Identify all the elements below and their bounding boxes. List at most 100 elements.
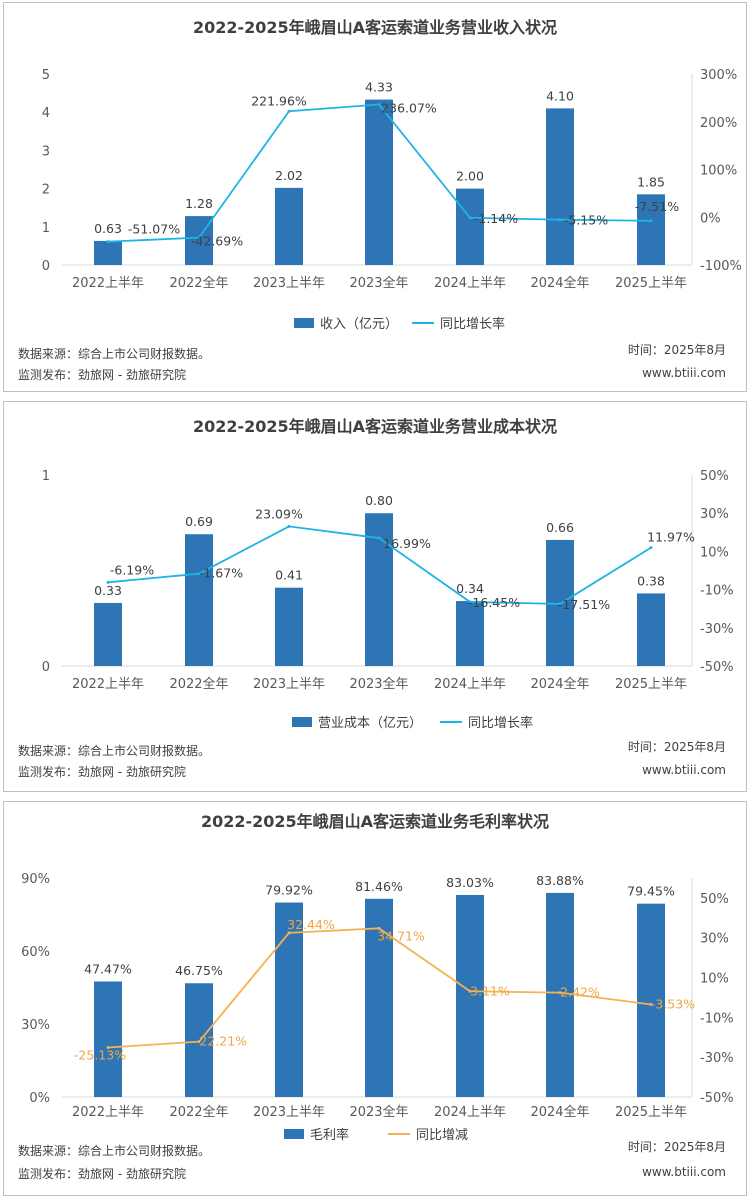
left-axis-tick-label: 3 <box>42 144 50 159</box>
x-axis-category-label: 2022上半年 <box>72 276 144 291</box>
chart-title: 2022-2025年峨眉山A客运索道业务营业成本状况 <box>193 417 557 436</box>
bar <box>365 99 393 266</box>
right-axis-tick-label: 30% <box>700 932 729 947</box>
right-axis-tick-label: 30% <box>700 507 729 522</box>
bar-data-label: 0.66 <box>546 520 574 535</box>
left-axis-tick-label: 1 <box>42 469 50 484</box>
line-point <box>197 572 201 576</box>
bar-data-label: 0.38 <box>637 573 665 588</box>
right-axis-tick-label: 10% <box>700 972 729 987</box>
margin-chart-panel: 2022-2025年峨眉山A客运索道业务毛利率状况 0% 30% 60% 90% -50%… <box>3 801 747 1196</box>
x-axis-category-label: 2022全年 <box>169 1104 228 1120</box>
x-axis-category-label: 2025上半年 <box>615 677 687 692</box>
bar-data-label: 83.03% <box>446 875 494 890</box>
bar-data-label: 0.41 <box>275 568 303 583</box>
bar <box>275 902 303 1097</box>
date-label: 时间：2025年8月 <box>628 343 726 357</box>
right-axis-tick-label: 100% <box>700 164 737 179</box>
data-source: 数据来源：综合上市公司财报数据。 <box>18 743 210 758</box>
line-point <box>649 219 653 223</box>
left-axis-tick-label: 2 <box>42 183 50 198</box>
line-data-label: -3.53% <box>651 996 695 1011</box>
bar-data-label: 47.47% <box>84 961 132 976</box>
bar <box>546 108 574 265</box>
bar-data-label: 79.45% <box>627 884 675 899</box>
x-axis-category-label: 2023全年 <box>349 676 408 692</box>
bar-data-label: 1.85 <box>637 174 665 189</box>
bar <box>94 240 122 265</box>
data-source: 数据来源：综合上市公司财报数据。 <box>18 1143 210 1158</box>
bar-data-label: 1.28 <box>185 196 213 211</box>
date-label: 时间：2025年8月 <box>628 740 726 754</box>
chart-title: 2022-2025年峨眉山A客运索道业务毛利率状况 <box>201 812 549 831</box>
x-axis-category-label: 2025上半年 <box>615 276 687 291</box>
right-axis-tick-label: -10% <box>700 1011 734 1026</box>
bar <box>546 892 574 1097</box>
line-point <box>106 1045 110 1049</box>
line-point <box>106 240 110 244</box>
x-axis-category-label: 2024上半年 <box>434 1105 506 1120</box>
right-axis-tick-label: -100% <box>700 259 742 274</box>
bar-data-label: 2.02 <box>275 168 303 183</box>
bar-data-label: 46.75% <box>175 963 223 978</box>
line-data-label: -5.15% <box>564 213 608 228</box>
right-axis-tick-label: 50% <box>700 892 729 907</box>
line-point <box>649 546 653 550</box>
left-axis-tick-label: 90% <box>21 872 50 887</box>
legend-line-label: 同比增长率 <box>440 316 505 332</box>
left-axis-tick-label: 1 <box>42 221 50 236</box>
chart-title: 2022-2025年峨眉山A客运索道业务营业收入状况 <box>193 18 557 37</box>
right-axis-tick-label: 300% <box>700 68 737 83</box>
x-axis-category-label: 2022全年 <box>169 275 228 291</box>
line-point <box>468 216 472 220</box>
x-axis-category-label: 2022上半年 <box>72 677 144 692</box>
right-axis-tick-label: -30% <box>700 1051 734 1066</box>
line-data-label: -17.51% <box>558 597 610 612</box>
line-data-label: -51.07% <box>128 222 180 237</box>
bar-data-label: 0.80 <box>365 493 393 508</box>
cost-chart-panel: 2022-2025年峨眉山A客运索道业务营业成本状况 0 1 -50% -30% -10%… <box>3 401 747 792</box>
x-axis-category-label: 2023全年 <box>349 275 408 291</box>
bar <box>456 188 484 265</box>
publisher: 监测发布：劲旅网 - 劲旅研究院 <box>18 764 186 779</box>
line-data-label: 221.96% <box>251 93 307 108</box>
line-point <box>377 103 381 107</box>
legend-line-label: 同比增减 <box>416 1128 468 1143</box>
line-data-label: -42.69% <box>191 234 243 249</box>
date-label: 时间：2025年8月 <box>628 1140 726 1154</box>
line-point <box>377 926 381 930</box>
bar <box>275 587 303 666</box>
x-axis-category-label: 2024上半年 <box>434 276 506 291</box>
bar <box>94 602 122 666</box>
bar-data-label: 0.69 <box>185 514 213 529</box>
line-point <box>558 602 562 606</box>
line-point <box>106 580 110 584</box>
line-point <box>287 524 291 528</box>
line-data-label: -7.51% <box>635 199 679 214</box>
right-axis-tick-label: -10% <box>700 584 734 599</box>
x-axis-category-label: 2023上半年 <box>253 1105 325 1120</box>
bar-data-label: 2.00 <box>456 169 484 184</box>
revenue-chart: 2022-2025年峨眉山A客运索道业务营业收入状况 0 1 2 3 4 5 -100% 0% 1… <box>18 18 742 382</box>
legend-bar-label: 营业成本（亿元） <box>318 716 422 731</box>
bar-data-label: 4.10 <box>546 88 574 103</box>
bar <box>185 983 213 1097</box>
line-data-label: -1.14% <box>474 211 518 226</box>
bar <box>456 601 484 666</box>
line-point <box>287 109 291 113</box>
x-axis-category-label: 2023全年 <box>349 1104 408 1120</box>
line-data-label: -6.19% <box>110 562 154 577</box>
right-axis-tick-label: 0% <box>700 211 721 226</box>
right-axis-tick-label: -30% <box>700 622 734 637</box>
line-point <box>197 1040 201 1044</box>
right-axis-tick-label: 50% <box>700 469 729 484</box>
line-data-label: -25.13% <box>74 1047 126 1062</box>
line-data-label: -16.45% <box>468 595 520 610</box>
left-axis-tick-label: 5 <box>42 68 50 83</box>
margin-chart: 2022-2025年峨眉山A客运索道业务毛利率状况 0% 30% 60% 90% -50%… <box>18 812 734 1181</box>
right-axis-tick-label: 200% <box>700 116 737 131</box>
line-data-label: -22.21% <box>195 1034 247 1049</box>
bar <box>637 593 665 666</box>
bar-data-label: 79.92% <box>265 883 313 898</box>
line-data-label: 23.09% <box>255 506 303 521</box>
